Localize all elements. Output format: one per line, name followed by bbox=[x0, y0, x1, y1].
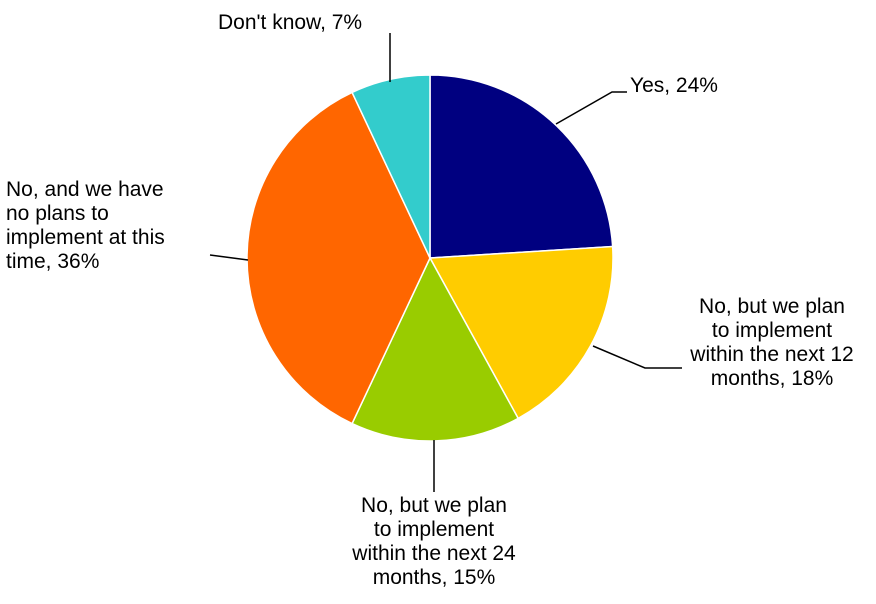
slice-label-24-months: No, but we plan to implement within the … bbox=[352, 494, 516, 589]
pie-slice-yes bbox=[429, 74, 614, 259]
pie-slice-no-plans bbox=[246, 91, 431, 425]
leader-line-12-months bbox=[592, 345, 682, 369]
slice-label-12-months: No, but we plan to implement within the … bbox=[690, 295, 854, 390]
slice-label-yes: Yes, 24% bbox=[630, 74, 718, 97]
leader-line-no-plans bbox=[209, 254, 249, 261]
pie-slice-24-months bbox=[351, 256, 520, 442]
slice-label-no-plans: No, and we have no plans to implement at… bbox=[6, 178, 165, 273]
pie-slice-12-months bbox=[428, 245, 614, 420]
pie-slices bbox=[246, 74, 614, 442]
leader-line-yes bbox=[555, 91, 627, 125]
leader-lines bbox=[209, 33, 682, 492]
slice-label-dont-know: Don't know, 7% bbox=[218, 11, 363, 34]
